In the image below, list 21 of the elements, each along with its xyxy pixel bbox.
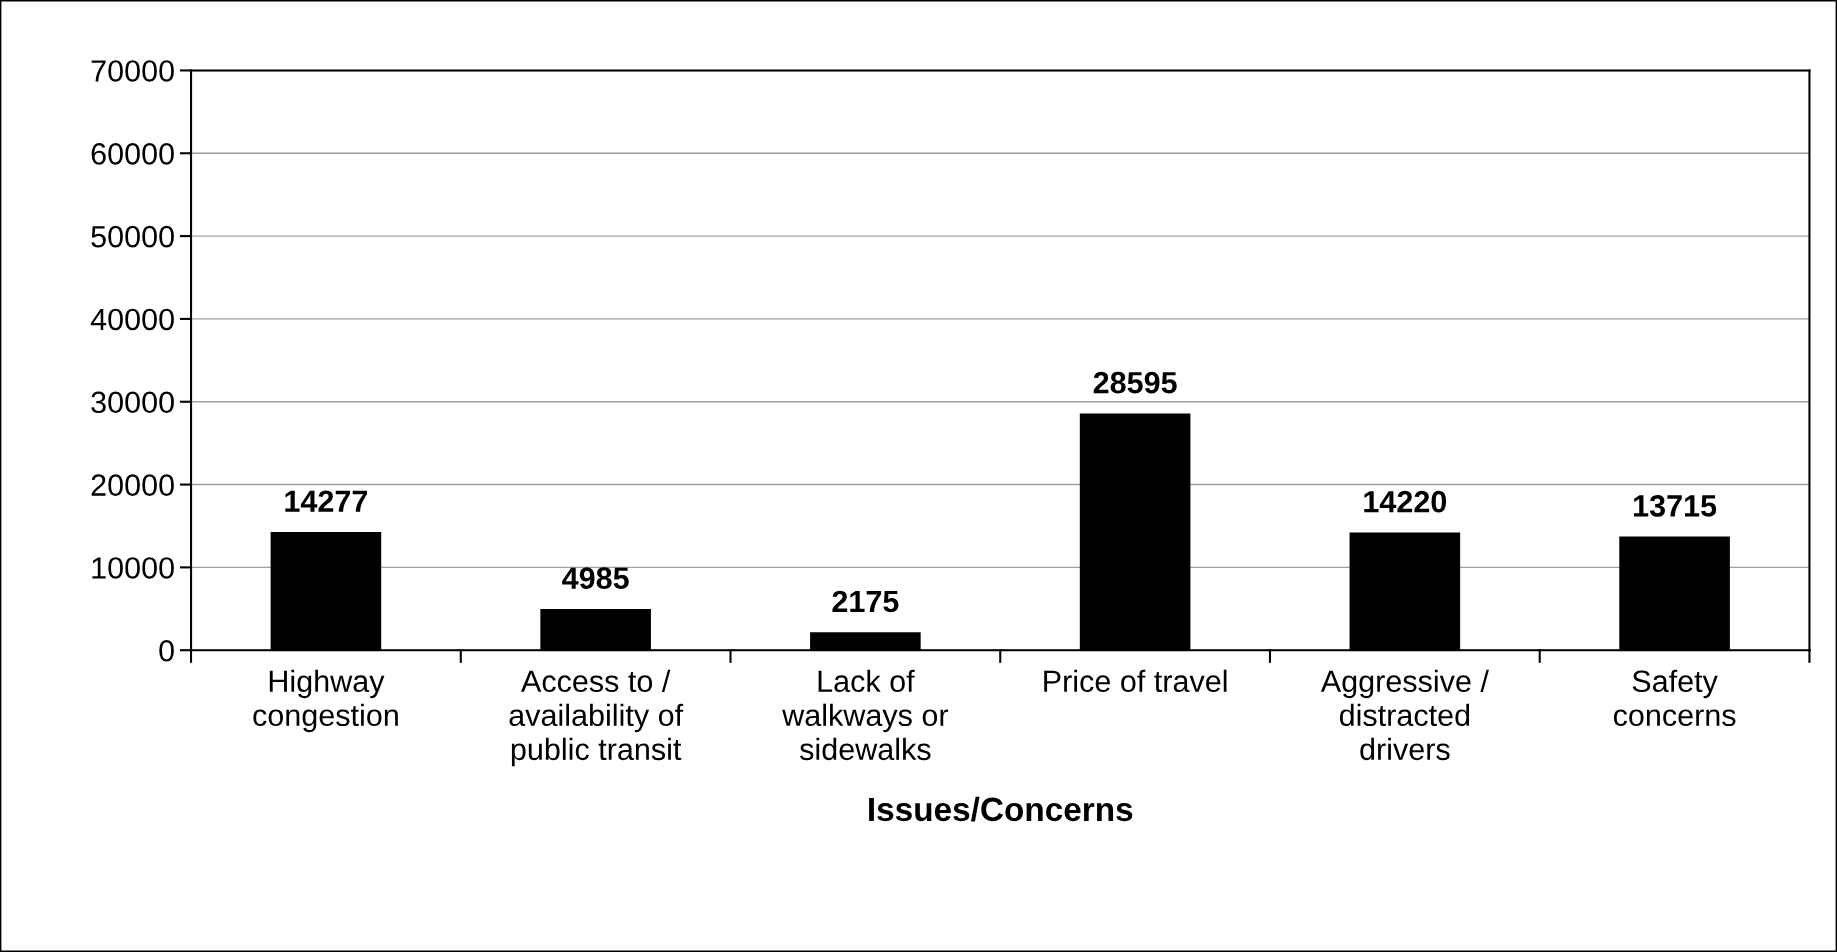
data-label: 13715 [1634, 495, 1717, 517]
y-tick-label: 70000 [91, 60, 174, 82]
y-tick-label: 10000 [92, 557, 174, 579]
y-tick-label: 40000 [90, 308, 174, 331]
y-tick-label: 50000 [91, 225, 174, 248]
x-tick-label: Aggressive / distracted drivers [1320, 669, 1489, 761]
y-tick-label: 20000 [91, 474, 174, 496]
y-tick-label: 0 [159, 639, 174, 662]
x-tick-label: Access to / availability of public transit [509, 669, 684, 767]
data-label: 14277 [285, 490, 368, 512]
data-label: 2175 [832, 590, 899, 613]
y-tick-label: 30000 [91, 391, 174, 414]
x-tick-label: Safety concerns [1613, 669, 1736, 727]
data-label: 28595 [1093, 371, 1177, 394]
x-axis-title: Issues/Concerns [869, 796, 1133, 822]
x-tick-label: Highway congestion [253, 669, 398, 733]
x-tick-label: Price of travel [1044, 669, 1227, 693]
data-label: 4985 [562, 567, 629, 589]
data-label: 14220 [1364, 490, 1447, 513]
x-tick-label: Lack of walkways or sidewalks [782, 669, 949, 761]
y-tick-label: 60000 [91, 143, 174, 165]
